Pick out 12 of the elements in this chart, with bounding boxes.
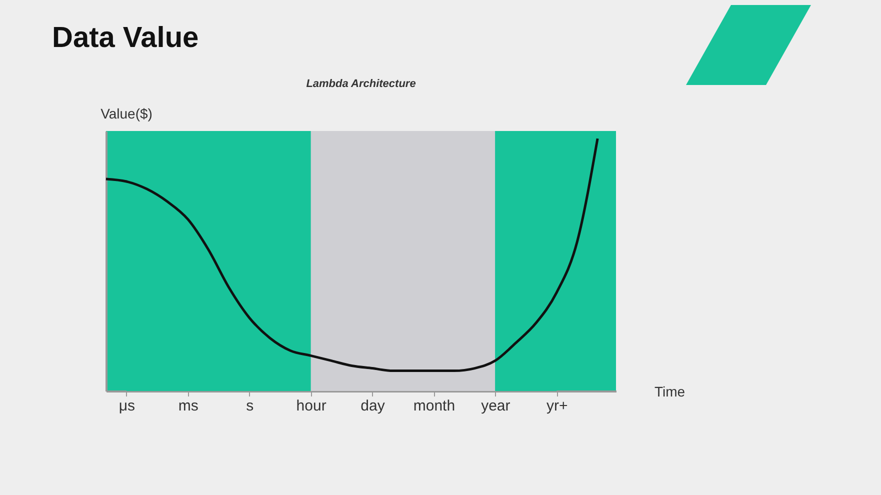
x-tick-label: s <box>246 398 254 414</box>
x-tick-label: hour <box>296 398 326 414</box>
chart-title: Data Value <box>52 22 199 55</box>
x-axis-title: Time <box>654 384 686 400</box>
x-tick-label: μs <box>118 398 136 414</box>
x-tick-label: day <box>360 398 386 414</box>
chart-subtitle: Lambda Architecture <box>306 78 416 90</box>
x-tick-label: yr+ <box>546 398 568 414</box>
x-tick-label: month <box>413 398 456 414</box>
x-tick-label: year <box>481 398 510 414</box>
y-axis-title: Value($) <box>100 106 152 122</box>
x-tick-label: ms <box>178 398 198 414</box>
